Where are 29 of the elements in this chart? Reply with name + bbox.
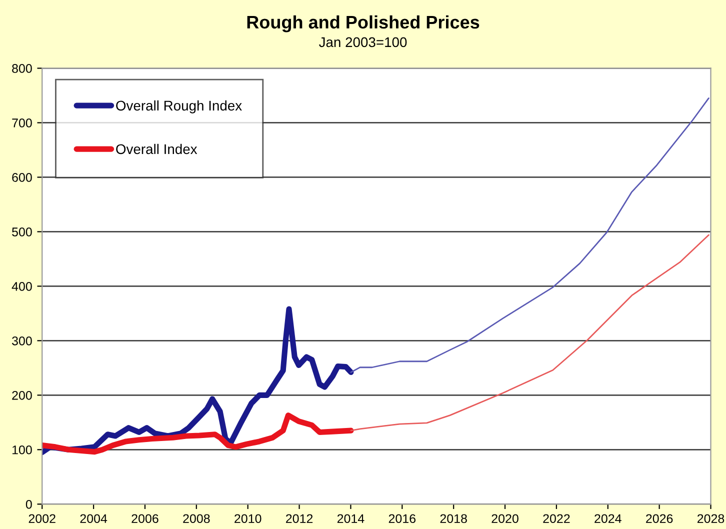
- x-tick-label: 2016: [388, 514, 416, 524]
- y-tick-label: 100: [12, 445, 32, 454]
- x-tick-label: 2020: [492, 514, 518, 524]
- legend-label: Overall Rough Index: [116, 100, 242, 114]
- x-tick-label: 2006: [132, 514, 158, 524]
- y-tick-label: 200: [12, 390, 32, 400]
- y-tick-label: 800: [12, 64, 32, 73]
- x-tick-label: 2014: [337, 514, 364, 524]
- x-tick-label: 2028: [697, 514, 724, 524]
- y-tick-label: 700: [12, 118, 32, 128]
- y-tick-label: 500: [12, 228, 32, 236]
- line-series: [350, 234, 710, 432]
- y-tick-label: 300: [12, 336, 32, 346]
- chart-title: Rough and Polished Prices: [247, 15, 480, 32]
- legend-label: Overall Index: [116, 144, 198, 154]
- y-tick-label: 600: [12, 173, 32, 182]
- x-tick-label: 2024: [594, 514, 622, 524]
- x-tick-label: 2008: [183, 514, 210, 524]
- x-tick-label: 2010: [234, 514, 262, 524]
- x-tick-label: 2012: [286, 514, 313, 524]
- x-tick-label: 2026: [646, 514, 673, 524]
- x-tick-label: 2002: [28, 514, 56, 524]
- y-tick-label: 400: [12, 282, 32, 291]
- chart-subtitle: Jan 2003=100: [319, 37, 407, 48]
- x-tick-label: 2004: [80, 514, 108, 524]
- x-tick-label: 2018: [440, 514, 467, 524]
- line-series: [350, 98, 710, 373]
- x-tick-label: 2022: [543, 514, 570, 524]
- y-tick-label: 0: [26, 500, 32, 509]
